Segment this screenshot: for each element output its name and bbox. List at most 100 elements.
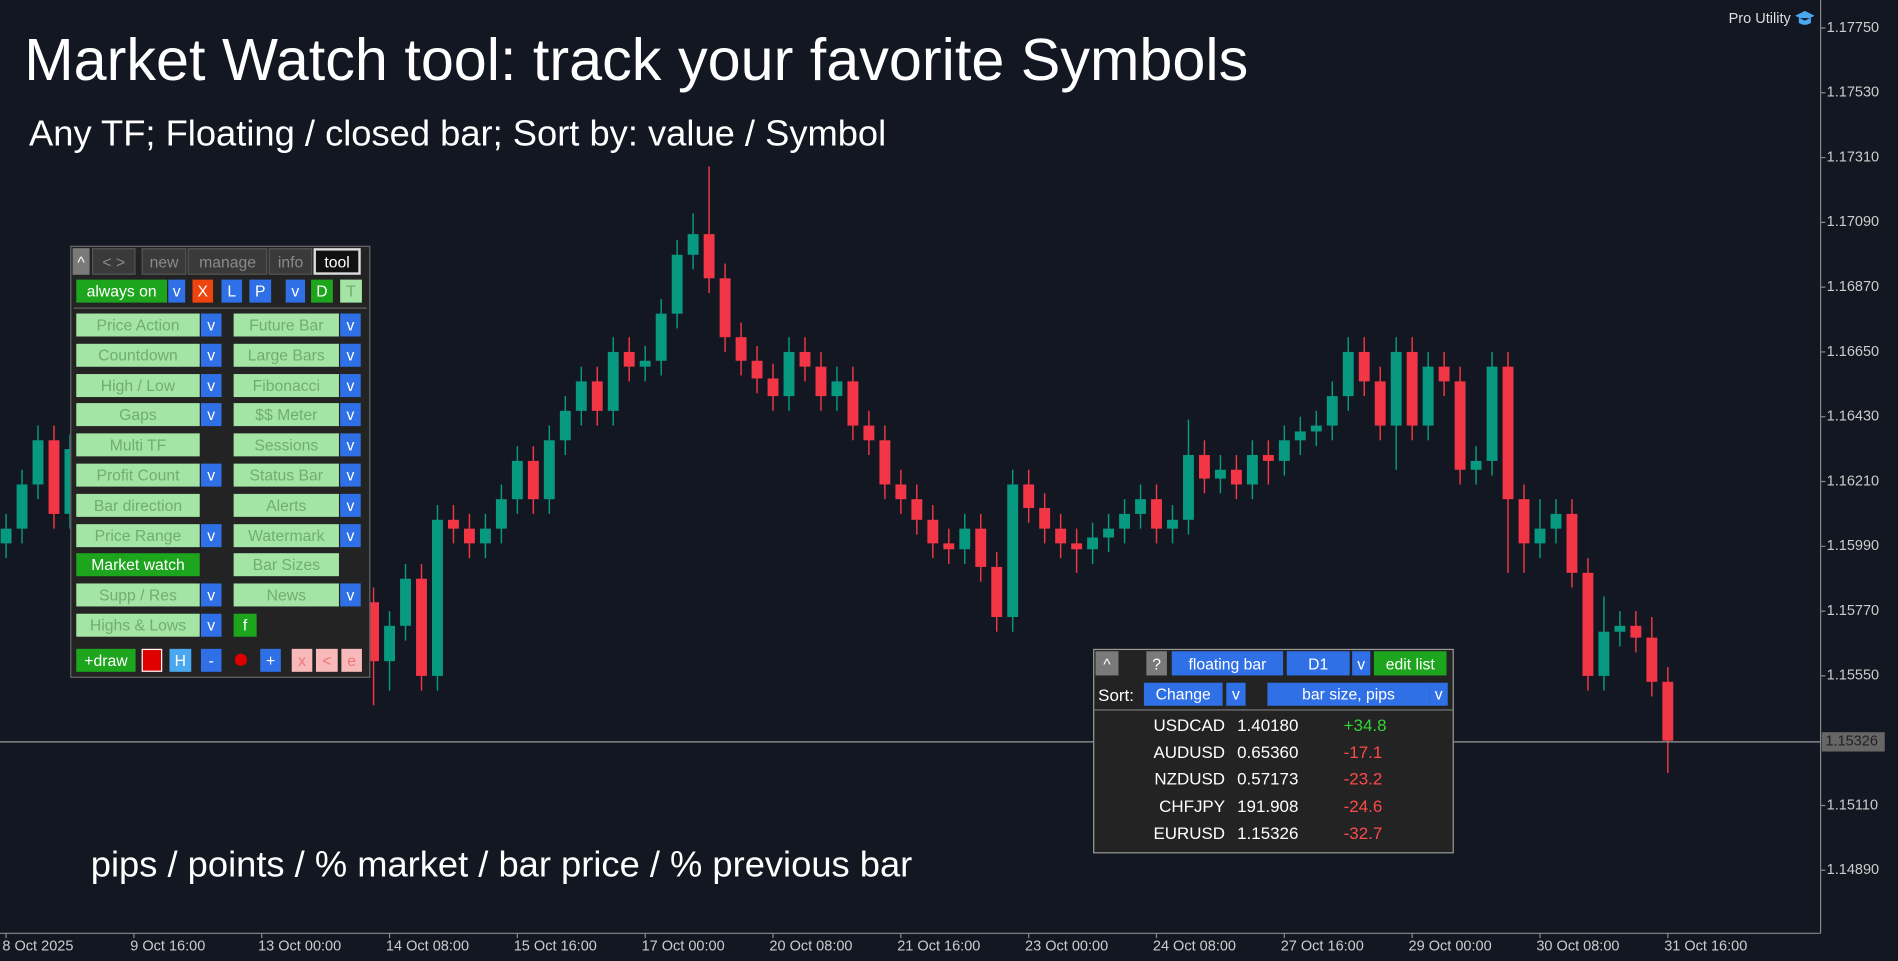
- menu-button[interactable]: v: [200, 403, 222, 427]
- draw-button[interactable]: +draw: [76, 648, 136, 672]
- menu-button[interactable]: v: [340, 343, 361, 367]
- menu-button[interactable]: v: [340, 373, 361, 397]
- toolbar-button[interactable]: v: [168, 279, 186, 303]
- tool-button[interactable]: Bar Sizes: [233, 553, 339, 577]
- y-tick-label: 1.14890: [1827, 862, 1879, 878]
- sort-button[interactable]: Change: [1143, 682, 1223, 706]
- candle-body: [1534, 528, 1546, 544]
- tool-button[interactable]: Fibonacci: [233, 373, 339, 397]
- menu-button[interactable]: v: [340, 493, 361, 517]
- draw-button[interactable]: H: [169, 648, 192, 672]
- x-tick-label: 15 Oct 16:00: [514, 938, 597, 954]
- x-tick-label: 29 Oct 00:00: [1409, 938, 1492, 954]
- tool-button[interactable]: Profit Count: [76, 463, 200, 487]
- candle-body: [1326, 396, 1338, 426]
- tool-button[interactable]: Multi TF: [76, 433, 200, 457]
- candle-body: [1406, 351, 1418, 426]
- separator: [73, 307, 367, 309]
- tool-button[interactable]: Sessions: [233, 433, 339, 457]
- dot-tool[interactable]: [234, 653, 247, 666]
- x-tick-label: 21 Oct 16:00: [897, 938, 980, 954]
- tool-button[interactable]: News: [233, 583, 339, 607]
- tab[interactable]: info: [268, 248, 313, 275]
- sort-button[interactable]: bar size, pips: [1267, 682, 1430, 706]
- tool-button[interactable]: Gaps: [76, 403, 200, 427]
- menu-button[interactable]: v: [340, 403, 361, 427]
- toolbar-button[interactable]: always on: [76, 279, 168, 303]
- tool-button[interactable]: Bar direction: [76, 493, 200, 517]
- candle-body: [591, 381, 603, 411]
- price: 0.65360: [1237, 742, 1299, 762]
- tool-button[interactable]: f: [233, 613, 257, 637]
- tool-button[interactable]: Large Bars: [233, 343, 339, 367]
- sort-button[interactable]: v: [1226, 682, 1246, 706]
- menu-button[interactable]: v: [340, 583, 361, 607]
- menu-button[interactable]: v: [200, 463, 222, 487]
- tool-button[interactable]: Price Range: [76, 523, 200, 547]
- menu-button[interactable]: v: [200, 313, 222, 337]
- menu-button[interactable]: v: [200, 373, 222, 397]
- candle-body: [863, 425, 875, 441]
- tool-button[interactable]: $$ Meter: [233, 403, 339, 427]
- menu-button[interactable]: v: [200, 343, 222, 367]
- mw-button[interactable]: floating bar: [1171, 651, 1284, 676]
- candle-body: [543, 440, 555, 500]
- draw-button[interactable]: -: [200, 648, 222, 672]
- draw-button[interactable]: x: [291, 648, 313, 672]
- symbol: AUDUSD: [1153, 742, 1226, 762]
- tab[interactable]: ^: [72, 248, 90, 275]
- mw-button[interactable]: edit list: [1373, 651, 1447, 676]
- mw-button[interactable]: D1: [1286, 651, 1350, 676]
- draw-button[interactable]: e: [341, 648, 362, 672]
- tab[interactable]: < >: [91, 248, 136, 275]
- candle-body: [831, 381, 843, 397]
- toolbar-button[interactable]: P: [249, 279, 272, 303]
- tool-button[interactable]: Status Bar: [233, 463, 339, 487]
- tab[interactable]: manage: [187, 248, 268, 275]
- tool-button[interactable]: High / Low: [76, 373, 200, 397]
- candle-body: [432, 519, 443, 676]
- menu-button[interactable]: v: [200, 523, 222, 547]
- candle-body: [384, 625, 395, 662]
- menu-button[interactable]: v: [200, 613, 222, 637]
- menu-button[interactable]: v: [340, 523, 361, 547]
- tool-button[interactable]: Market watch: [76, 553, 200, 577]
- toolbar-button[interactable]: v: [285, 279, 306, 303]
- mw-button[interactable]: ^: [1095, 651, 1119, 676]
- menu-button[interactable]: v: [340, 313, 361, 337]
- tool-button[interactable]: Price Action: [76, 313, 200, 337]
- tab[interactable]: new: [141, 248, 187, 275]
- tool-button[interactable]: Countdown: [76, 343, 200, 367]
- current-price-box: [1821, 732, 1885, 752]
- candle-body: [623, 351, 635, 367]
- tool-button[interactable]: Alerts: [233, 493, 339, 517]
- toolbar-button[interactable]: X: [192, 279, 214, 303]
- toolbar-button[interactable]: L: [221, 279, 243, 303]
- tool-button[interactable]: Supp / Res: [76, 583, 200, 607]
- change: -32.7: [1343, 822, 1383, 843]
- toolbar-button[interactable]: D: [311, 279, 333, 303]
- x-tick-label: 14 Oct 08:00: [386, 938, 469, 954]
- color-swatch[interactable]: [141, 648, 163, 672]
- tool-button[interactable]: Highs & Lows: [76, 613, 200, 637]
- tool-button[interactable]: Future Bar: [233, 313, 339, 337]
- draw-button[interactable]: <: [315, 648, 338, 672]
- y-tick-label: 1.17530: [1827, 85, 1879, 101]
- draw-button[interactable]: +: [260, 648, 281, 672]
- candle-body: [1119, 513, 1131, 529]
- tool-button[interactable]: Watermark: [233, 523, 339, 547]
- tab[interactable]: tool: [313, 248, 361, 275]
- toolbar-button[interactable]: T: [340, 279, 362, 303]
- symbol: USDCAD: [1153, 715, 1226, 735]
- candle-body: [1071, 543, 1083, 550]
- mw-button[interactable]: v: [1352, 651, 1371, 676]
- candle-body: [1087, 537, 1099, 550]
- y-tick-label: 1.16210: [1827, 473, 1879, 489]
- menu-button[interactable]: v: [340, 433, 361, 457]
- menu-button[interactable]: v: [200, 583, 222, 607]
- menu-button[interactable]: v: [340, 463, 361, 487]
- candle-body: [655, 313, 667, 361]
- sort-button[interactable]: v: [1429, 682, 1448, 706]
- mw-button[interactable]: ?: [1146, 651, 1167, 676]
